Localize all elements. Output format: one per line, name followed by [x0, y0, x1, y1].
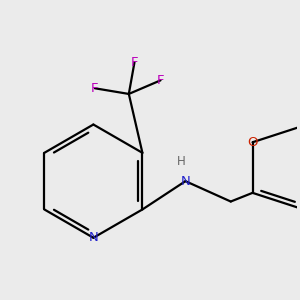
Text: F: F: [131, 56, 138, 69]
Text: O: O: [247, 136, 258, 149]
Text: F: F: [157, 74, 164, 87]
Text: F: F: [91, 82, 99, 95]
Text: H: H: [176, 155, 185, 168]
Text: N: N: [181, 175, 190, 188]
Text: N: N: [88, 231, 98, 244]
